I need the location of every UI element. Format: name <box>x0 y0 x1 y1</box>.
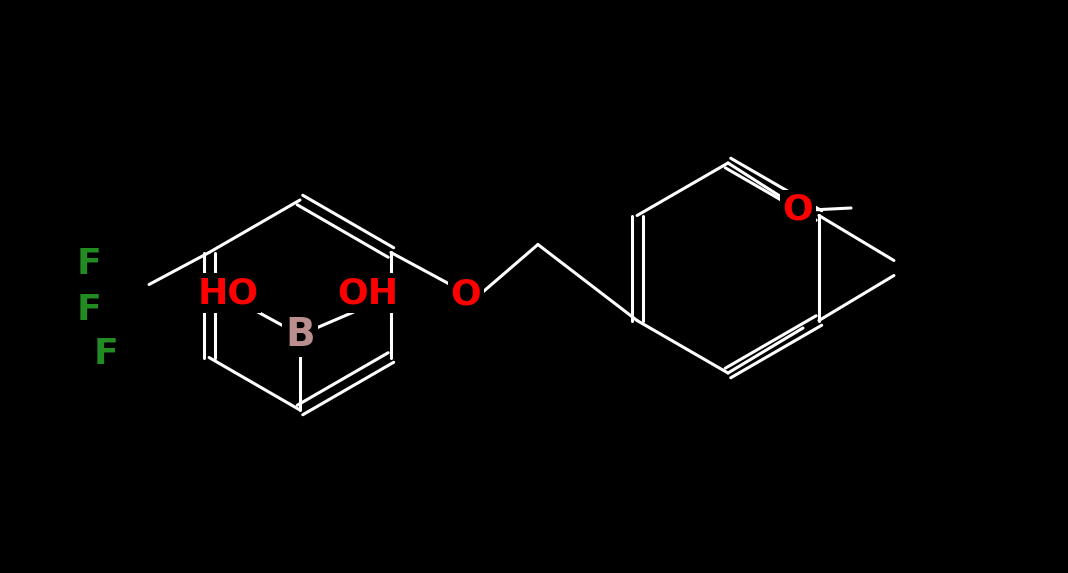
Text: O: O <box>783 193 814 227</box>
Text: HO: HO <box>198 276 258 310</box>
Text: F: F <box>77 248 101 281</box>
Text: O: O <box>451 277 482 312</box>
Text: F: F <box>77 293 101 328</box>
Text: B: B <box>285 316 315 354</box>
Text: OH: OH <box>337 276 398 310</box>
Text: F: F <box>94 337 119 371</box>
